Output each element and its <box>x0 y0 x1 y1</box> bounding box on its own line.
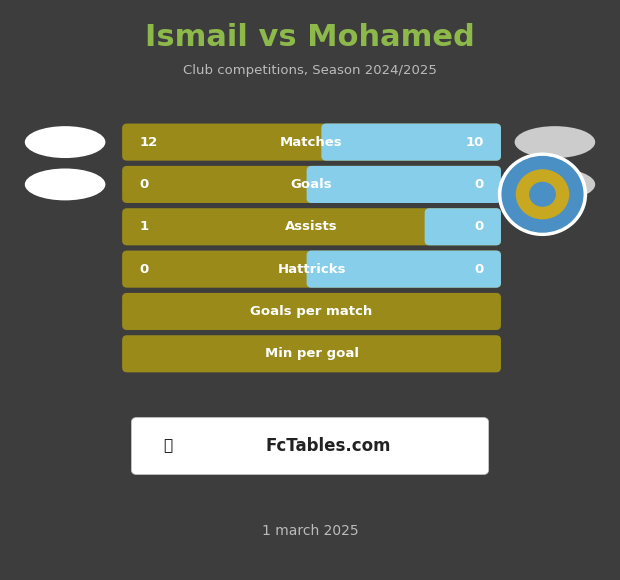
FancyBboxPatch shape <box>306 166 501 203</box>
Text: 0: 0 <box>474 178 484 191</box>
Circle shape <box>502 156 583 233</box>
Text: 1 march 2025: 1 march 2025 <box>262 524 358 538</box>
Circle shape <box>529 182 556 207</box>
Text: 0: 0 <box>140 178 149 191</box>
Text: Assists: Assists <box>285 220 338 233</box>
FancyBboxPatch shape <box>131 418 489 474</box>
Ellipse shape <box>25 126 105 158</box>
FancyBboxPatch shape <box>306 251 501 288</box>
FancyBboxPatch shape <box>122 208 501 245</box>
Text: 10: 10 <box>465 136 484 148</box>
Text: Matches: Matches <box>280 136 343 148</box>
Circle shape <box>516 169 569 219</box>
Text: 12: 12 <box>140 136 157 148</box>
FancyBboxPatch shape <box>425 208 501 245</box>
Text: 0: 0 <box>140 263 149 276</box>
Ellipse shape <box>515 168 595 201</box>
Text: 📊: 📊 <box>163 438 172 454</box>
FancyBboxPatch shape <box>321 124 501 161</box>
Text: 1: 1 <box>140 220 149 233</box>
Text: 0: 0 <box>474 220 484 233</box>
Circle shape <box>498 153 587 236</box>
FancyBboxPatch shape <box>122 166 501 203</box>
FancyBboxPatch shape <box>122 251 501 288</box>
Text: FcTables.com: FcTables.com <box>266 437 391 455</box>
Text: Club competitions, Season 2024/2025: Club competitions, Season 2024/2025 <box>183 64 437 77</box>
Text: 0: 0 <box>474 263 484 276</box>
Text: Min per goal: Min per goal <box>265 347 358 360</box>
Ellipse shape <box>515 126 595 158</box>
FancyBboxPatch shape <box>122 293 501 330</box>
Text: Goals: Goals <box>291 178 332 191</box>
FancyBboxPatch shape <box>122 335 501 372</box>
FancyBboxPatch shape <box>122 124 501 161</box>
Ellipse shape <box>25 168 105 201</box>
Text: Hattricks: Hattricks <box>277 263 346 276</box>
Text: Ismail vs Mohamed: Ismail vs Mohamed <box>145 23 475 52</box>
Text: Goals per match: Goals per match <box>250 305 373 318</box>
